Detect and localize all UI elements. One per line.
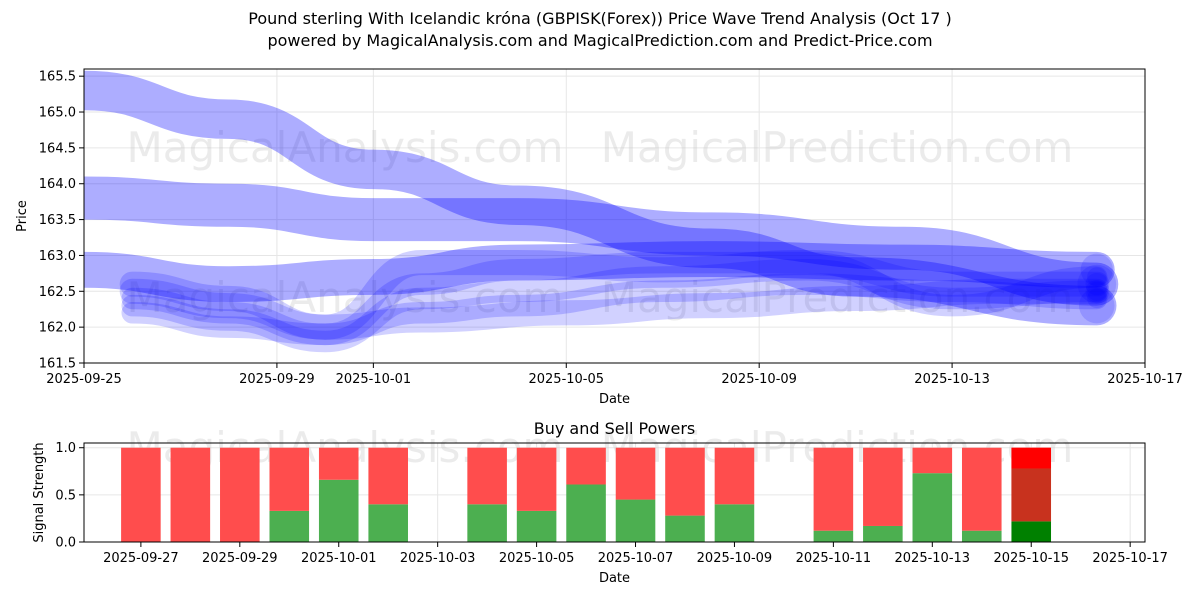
top-y-tick-label: 165.5 (39, 70, 76, 85)
chart-title: Pound sterling With Icelandic króna (GBP… (248, 9, 952, 28)
top-y-tick-label: 165.0 (39, 106, 76, 121)
sell-bar (368, 447, 408, 505)
sell-bar (467, 447, 507, 505)
sell-bar (220, 447, 260, 542)
sell-bar (318, 447, 359, 480)
bottom-x-tick-label: 2025-10-01 (301, 551, 377, 566)
top-x-tick-label: 2025-10-09 (721, 372, 797, 387)
top-y-tick-label: 163.0 (39, 249, 76, 264)
price-wave-band (119, 278, 1110, 340)
sell-bar-strong (1011, 447, 1052, 469)
sell-bar-overlap (1011, 468, 1052, 522)
price-wave-end (1087, 281, 1107, 301)
top-y-tick-label: 164.0 (39, 177, 76, 192)
top-x-tick-label: 2025-10-05 (528, 372, 604, 387)
buy-bar (318, 479, 359, 542)
price-wave-end (1085, 272, 1109, 296)
bottom-y-axis-label: Signal Strength (32, 442, 47, 542)
price-wave-end (1087, 267, 1107, 287)
sell-bar (665, 447, 705, 516)
bottom-x-tick-label: 2025-10-11 (796, 551, 872, 566)
signal-bars (121, 447, 1052, 542)
top-x-tick-label: 2025-10-01 (336, 372, 412, 387)
price-wave-band (119, 250, 1110, 340)
top-x-tick-label: 2025-09-25 (46, 372, 122, 387)
bottom-x-tick-label: 2025-10-03 (400, 551, 476, 566)
sell-bar (566, 447, 606, 485)
price-wave-end (1087, 288, 1107, 309)
top-plot-frame (83, 68, 1146, 364)
price-wave-band (84, 241, 1115, 303)
price-wave-end (1085, 279, 1109, 303)
price-wave-band (121, 259, 1108, 353)
buy-bar (912, 473, 953, 542)
sell-bar (615, 447, 656, 500)
top-x-tick-label: 2025-10-17 (1107, 372, 1183, 387)
sell-bar (516, 447, 557, 511)
top-x-tick-label: 2025-09-29 (239, 372, 315, 387)
watermark-text: MagicalPrediction.com (601, 123, 1074, 172)
chart-subtitle: powered by MagicalAnalysis.com and Magic… (267, 31, 933, 50)
buy-bar (665, 515, 705, 542)
buy-bar (615, 499, 656, 542)
buy-bar (813, 530, 854, 542)
sell-bar (269, 447, 310, 511)
bottom-x-axis-label: Date (599, 571, 630, 586)
watermark-text: MagicalAnalysis.com (127, 273, 564, 322)
watermark-text: MagicalAnalysis.com (127, 123, 564, 172)
bottom-plot-frame (83, 442, 1146, 543)
watermark-text: MagicalPrediction.com (601, 273, 1074, 322)
bottom-y-tick-label: 0.5 (55, 488, 76, 503)
buy-bar (566, 484, 606, 542)
top-axes: 2025-09-25 2025-09-29 2025-10-01 2025-10-05… (39, 70, 1183, 387)
buy-bar (863, 525, 903, 542)
sell-bar (961, 447, 1002, 531)
sell-bar (170, 447, 211, 542)
price-wave-band (121, 251, 1108, 346)
top-y-tick-label: 161.5 (39, 357, 76, 372)
bottom-chart-title: Buy and Sell Powers (534, 419, 696, 438)
bottom-y-tick-label: 0.0 (55, 536, 76, 551)
top-y-tick-label: 162.0 (39, 321, 76, 336)
sell-bar (121, 447, 161, 542)
price-wave-band (84, 70, 1117, 326)
bottom-x-tick-label: 2025-10-07 (598, 551, 674, 566)
bottom-x-tick-label: 2025-10-15 (993, 551, 1069, 566)
top-y-axis-label: Price (15, 200, 30, 232)
bottom-x-tick-label: 2025-10-17 (1092, 551, 1168, 566)
price-wave-band (84, 176, 1119, 306)
top-x-tick-label: 2025-10-13 (914, 372, 990, 387)
price-wave-band (121, 273, 1108, 346)
top-y-tick-label: 163.5 (39, 213, 76, 228)
bottom-x-tick-label: 2025-10-05 (499, 551, 575, 566)
sell-bar (863, 447, 903, 526)
buy-bar (516, 510, 557, 542)
price-wave-end (1080, 253, 1113, 286)
buy-bar (1011, 521, 1052, 542)
top-y-tick-label: 162.5 (39, 285, 76, 300)
top-x-axis-label: Date (599, 392, 630, 407)
buy-bar (714, 504, 755, 542)
bottom-x-tick-label: 2025-09-29 (202, 551, 278, 566)
bottom-x-tick-label: 2025-10-13 (895, 551, 971, 566)
bottom-x-tick-label: 2025-09-27 (103, 551, 179, 566)
price-wave-end (1077, 264, 1117, 304)
bottom-y-tick-label: 1.0 (55, 441, 76, 456)
sell-bar (714, 447, 755, 505)
price-wave-group (84, 70, 1119, 353)
buy-bar (269, 510, 310, 542)
sell-bar (912, 447, 953, 474)
price-wave-end (1079, 287, 1115, 324)
buy-bar (368, 504, 408, 542)
bottom-axes: 2025-09-27 2025-09-29 2025-10-01 2025-10-03… (55, 441, 1168, 566)
bottom-x-tick-label: 2025-10-09 (697, 551, 773, 566)
top-y-tick-label: 164.5 (39, 141, 76, 156)
buy-bar (467, 504, 507, 542)
sell-bar (813, 447, 854, 531)
buy-bar (961, 530, 1002, 542)
